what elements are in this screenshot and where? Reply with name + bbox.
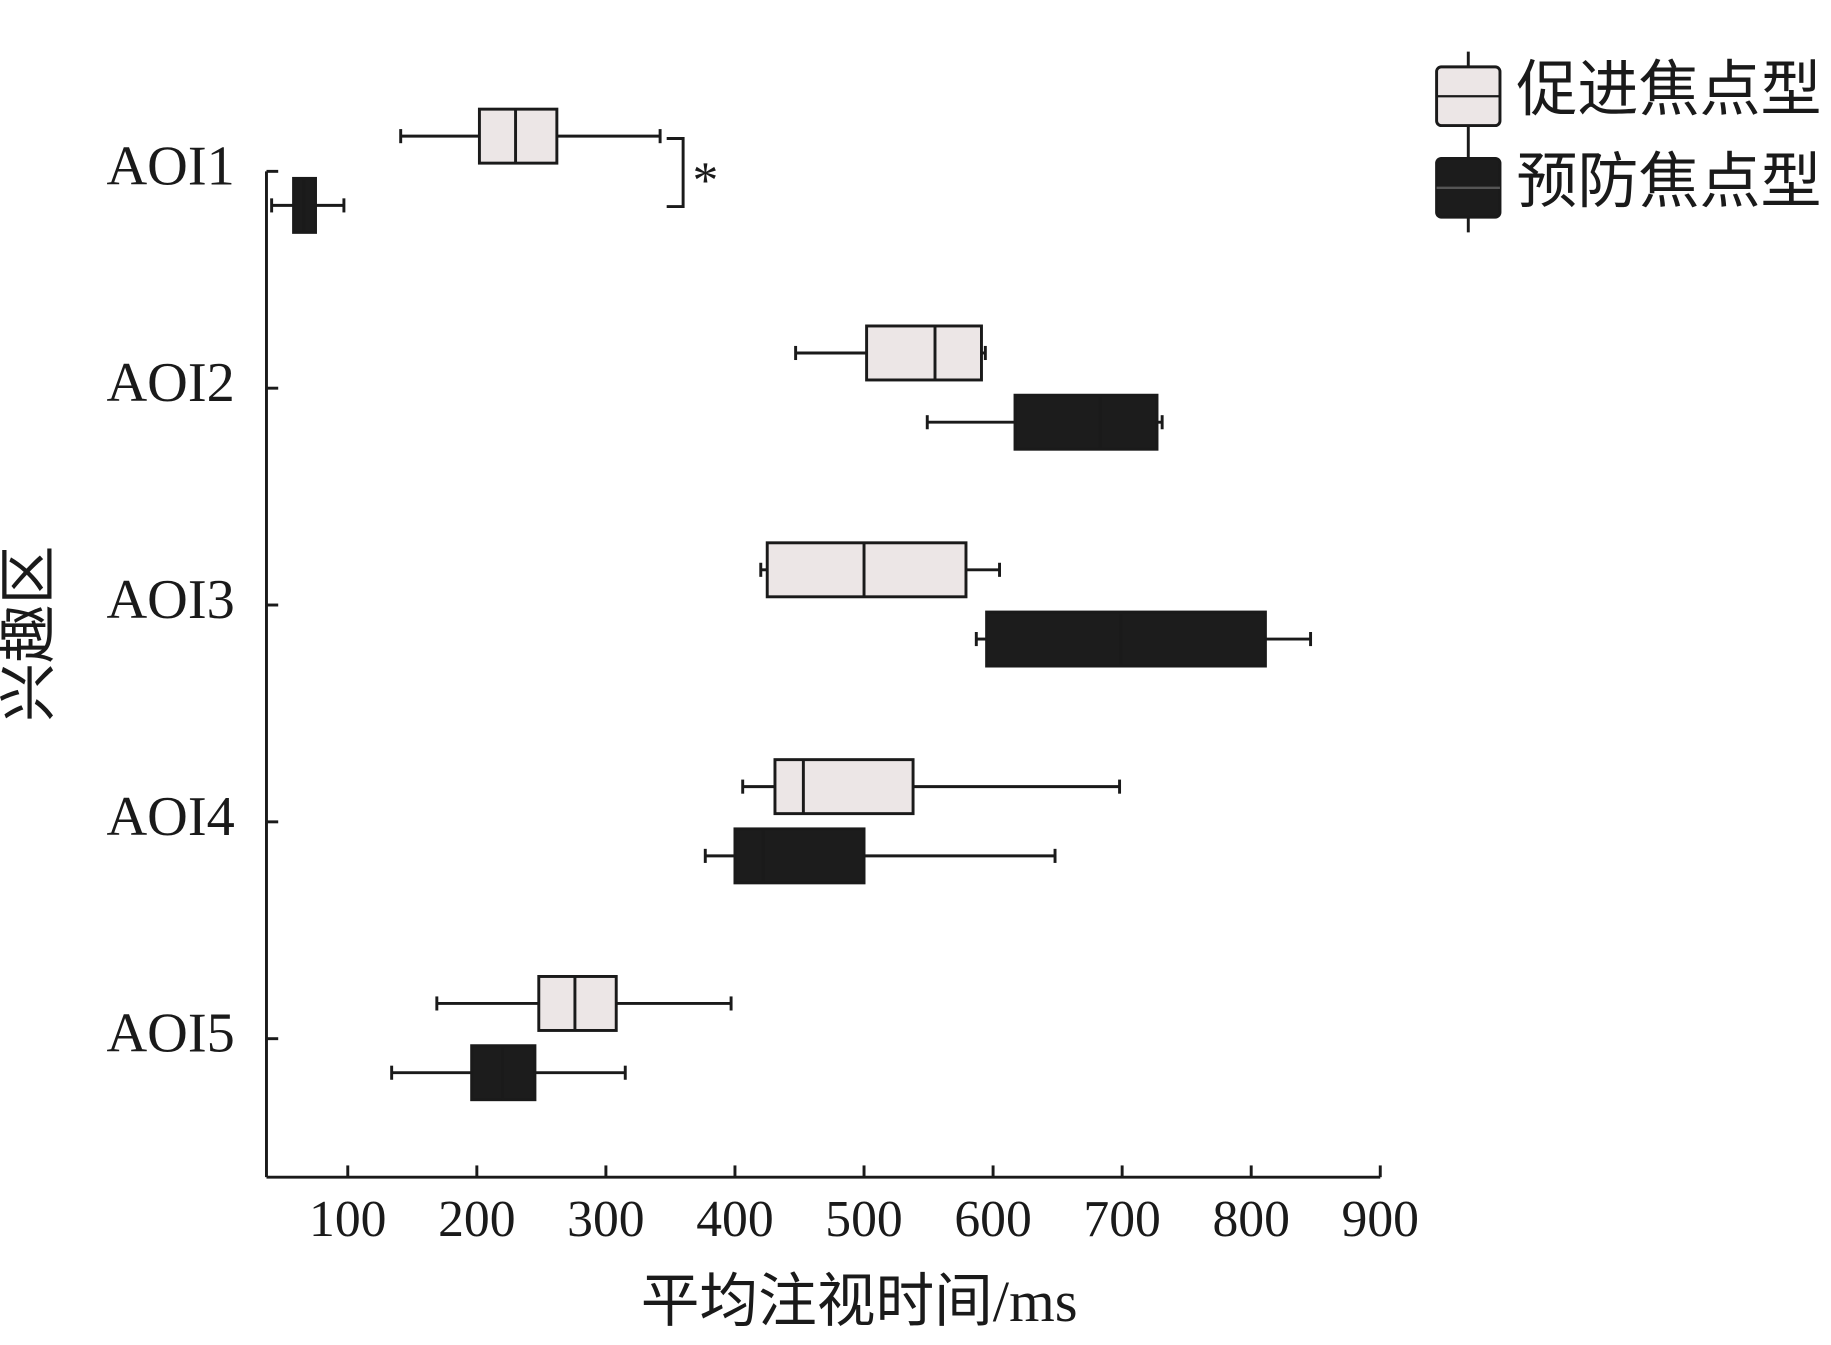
x-axis-label: 平均注视时间/ms <box>641 1269 1078 1334</box>
y-tick-label: AOI5 <box>107 1003 235 1065</box>
x-tick-label: 100 <box>309 1191 386 1248</box>
x-tick-label: 700 <box>1083 1191 1160 1248</box>
x-tick-label: 800 <box>1212 1191 1289 1248</box>
x-tick-label: 200 <box>438 1191 515 1248</box>
box <box>1013 393 1159 451</box>
box <box>477 107 559 165</box>
y-tick-label: AOI3 <box>107 569 235 631</box>
y-tick-label: AOI1 <box>107 135 235 197</box>
y-tick-label: AOI4 <box>107 786 235 848</box>
legend-label: 预防焦点型 <box>1516 149 1821 216</box>
x-tick-label: 300 <box>567 1191 644 1248</box>
x-tick-label: 500 <box>825 1191 902 1248</box>
annotation: * <box>693 152 719 209</box>
box <box>865 324 983 382</box>
significance-bracket <box>666 137 685 209</box>
x-tick-label: 600 <box>954 1191 1031 1248</box>
box <box>985 610 1267 668</box>
x-tick-label: 400 <box>696 1191 773 1248</box>
y-axis-label: 兴趣区 <box>0 546 62 722</box>
box <box>773 758 915 816</box>
box <box>765 541 968 599</box>
legend-label: 促进焦点型 <box>1516 57 1821 124</box>
x-tick-label: 900 <box>1342 1191 1419 1248</box>
box <box>733 827 866 885</box>
y-tick-label: AOI2 <box>107 352 235 414</box>
box <box>537 975 618 1032</box>
